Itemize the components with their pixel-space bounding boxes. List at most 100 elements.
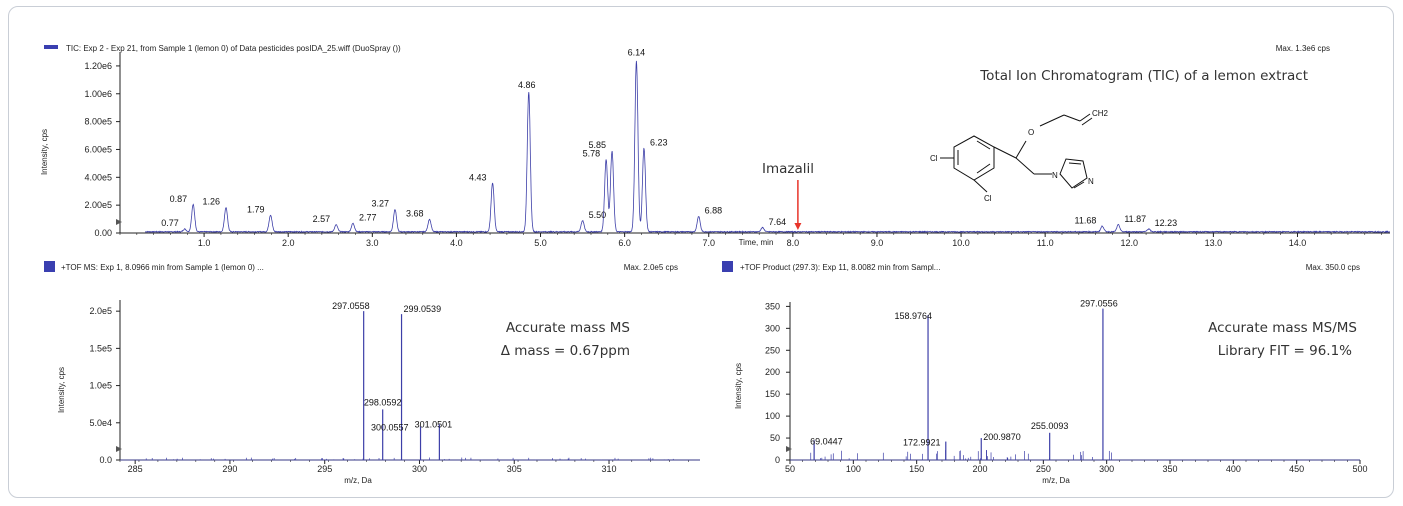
ms-x-tick-label: 310 [602, 464, 617, 474]
ms-legend-swatch [44, 261, 55, 272]
tic-x-tick-label: 10.0 [952, 238, 970, 248]
msms-y-tick-label: 0 [775, 455, 780, 465]
imazalil-structure [940, 113, 1093, 193]
atom-label-o: O [1028, 128, 1034, 137]
tic-peak-label: 1.26 [202, 197, 220, 207]
tic-x-tick-label: 14.0 [1289, 238, 1307, 248]
ms-peak-labels: 297.0558 298.0592 299.0539 300.0557 301.0501 [332, 301, 452, 432]
msms-y-tick-label: 350 [765, 301, 780, 311]
tic-y-tick-label: 6.00e5 [84, 144, 112, 154]
msms-x-tick-label: 500 [1352, 464, 1367, 474]
tic-peak-label: 7.64 [769, 217, 787, 227]
ms-y-tick-label: 5.0e4 [89, 418, 112, 428]
tic-trace-line [145, 60, 1390, 234]
tic-peak-label: 6.14 [628, 48, 646, 58]
ms-peak-label: 298.0592 [364, 397, 402, 407]
msms-x-tick-label: 50 [785, 464, 795, 474]
atom-label-n: N [1088, 177, 1094, 186]
msms-x-tick-label: 350 [1162, 464, 1177, 474]
benzene-double-bond [976, 163, 991, 174]
msms-y-tick-label: 250 [765, 345, 780, 355]
msms-y-tick-label: 150 [765, 389, 780, 399]
tic-x-tick-label: 2.0 [282, 238, 295, 248]
tic-peak-label: 0.87 [170, 194, 188, 204]
benzene-double-bond [976, 140, 991, 150]
tic-peak-label: 5.78 [583, 149, 601, 159]
msms-chart: +TOF Product (297.3): Exp 11, 8.0082 min… [722, 261, 1368, 485]
msms-x-tick-label: 400 [1226, 464, 1241, 474]
tic-x-tick-label: 6.0 [618, 238, 631, 248]
o-ch2-bond [1039, 114, 1065, 127]
tic-y-tick-label: 2.00e5 [84, 200, 112, 210]
tic-y-tick-label: 1.00e6 [84, 89, 112, 99]
imazalil-arrow [794, 180, 802, 230]
allyl-double-bond-2 [1081, 117, 1093, 126]
atom-label-n: N [1052, 171, 1058, 180]
msms-spectrum [790, 308, 1360, 461]
tic-peak-label: 6.23 [650, 137, 668, 147]
msms-note-line-2: Library FIT = 96.1% [1218, 343, 1352, 359]
msms-peak-labels: 69.0447 158.9764 172.9921 200.9870 255.0093 2… [810, 299, 1118, 448]
msms-y-tick-label: 300 [765, 323, 780, 333]
msms-x-tick-label: 200 [972, 464, 987, 474]
ms-x-tick-label: 305 [507, 464, 522, 474]
msms-y-axis-label: Intensity, cps [734, 363, 743, 409]
tic-x-tick-label: 5.0 [534, 238, 547, 248]
tic-y-axis-label: Intensity, cps [40, 129, 49, 175]
tic-legend-text: TIC: Exp 2 - Exp 21, from Sample 1 (lemo… [66, 44, 401, 53]
tic-peak-label: 6.88 [705, 206, 723, 216]
ms-y-tick-label: 1.5e5 [89, 343, 112, 353]
tic-x-tick-label: 7.0 [702, 238, 715, 248]
tic-x-tick-label: 13.0 [1205, 238, 1223, 248]
msms-y-tick-label: 50 [770, 433, 780, 443]
tic-peak-label: 11.87 [1124, 214, 1146, 224]
ms-y-tick-label: 0.0 [99, 455, 112, 465]
tic-x-tick-label: 1.0 [198, 238, 211, 248]
imidazole-ring [1059, 158, 1088, 189]
tic-y-tick-label: 0.00 [94, 228, 112, 238]
tic-x-axis-label: Time, min [739, 238, 774, 247]
tic-peak-label: 5.85 [588, 140, 606, 150]
tic-x-tick-label: 12.0 [1121, 238, 1139, 248]
msms-x-tick-label: 250 [1036, 464, 1051, 474]
ms-x-tick-label: 300 [412, 464, 427, 474]
atom-label-cl: Cl [930, 154, 938, 163]
ms-y-axis-label: Intensity, cps [57, 367, 66, 413]
tic-legend-swatch [44, 45, 58, 49]
allyl-bond [1063, 114, 1081, 122]
msms-peak-label: 172.9921 [903, 438, 941, 448]
tic-axis-marker [116, 219, 122, 225]
tic-x-tick-label: 11.0 [1037, 238, 1054, 248]
ms-y-tick-label: 2.0e5 [89, 306, 112, 316]
msms-peak-label: 200.9870 [983, 432, 1021, 442]
tic-peak-label: 2.77 [359, 213, 377, 223]
tic-peak-label: 0.77 [161, 218, 179, 228]
ms-peak-label: 299.0539 [404, 304, 442, 314]
ms-x-tick-label: 290 [222, 464, 237, 474]
tic-y-tick-label: 4.00e5 [84, 172, 112, 182]
tic-max-label: Max. 1.3e6 cps [1276, 44, 1330, 53]
ms-peak-label: 301.0501 [415, 419, 453, 429]
ms-ticks: 285 290 295 300 305 310 0.0 5.0e4 1.0e5 1.5e5 2.0e… [89, 306, 689, 474]
atom-label-cl: Cl [984, 194, 992, 203]
tic-chart: TIC: Exp 2 - Exp 21, from Sample 1 (lemo… [40, 44, 1390, 248]
tic-peak-label: 4.43 [469, 172, 487, 182]
msms-axis-marker [786, 446, 792, 452]
atom-label-ch2: CH2 [1092, 109, 1109, 118]
benzene-ring [953, 135, 995, 181]
tic-x-tick-label: 3.0 [366, 238, 379, 248]
ch-o-bond [1015, 140, 1027, 159]
ms-spectrum [120, 311, 700, 461]
tic-title: Total Ion Chromatogram (TIC) of a lemon … [979, 68, 1308, 84]
ms-x-tick-label: 295 [317, 464, 332, 474]
ms-y-tick-label: 1.0e5 [89, 381, 112, 391]
tic-peak-label: 2.57 [313, 214, 331, 224]
imidazole-double-bond [1073, 181, 1085, 189]
ms-chart: +TOF MS: Exp 1, 8.0966 min from Sample 1… [44, 261, 700, 485]
msms-x-tick-label: 150 [909, 464, 924, 474]
msms-x-tick-label: 100 [846, 464, 861, 474]
tic-x-tick-label: 9.0 [871, 238, 884, 248]
msms-legend-text: +TOF Product (297.3): Exp 11, 8.0082 min… [740, 263, 940, 272]
tic-peak-label: 5.50 [589, 210, 607, 220]
